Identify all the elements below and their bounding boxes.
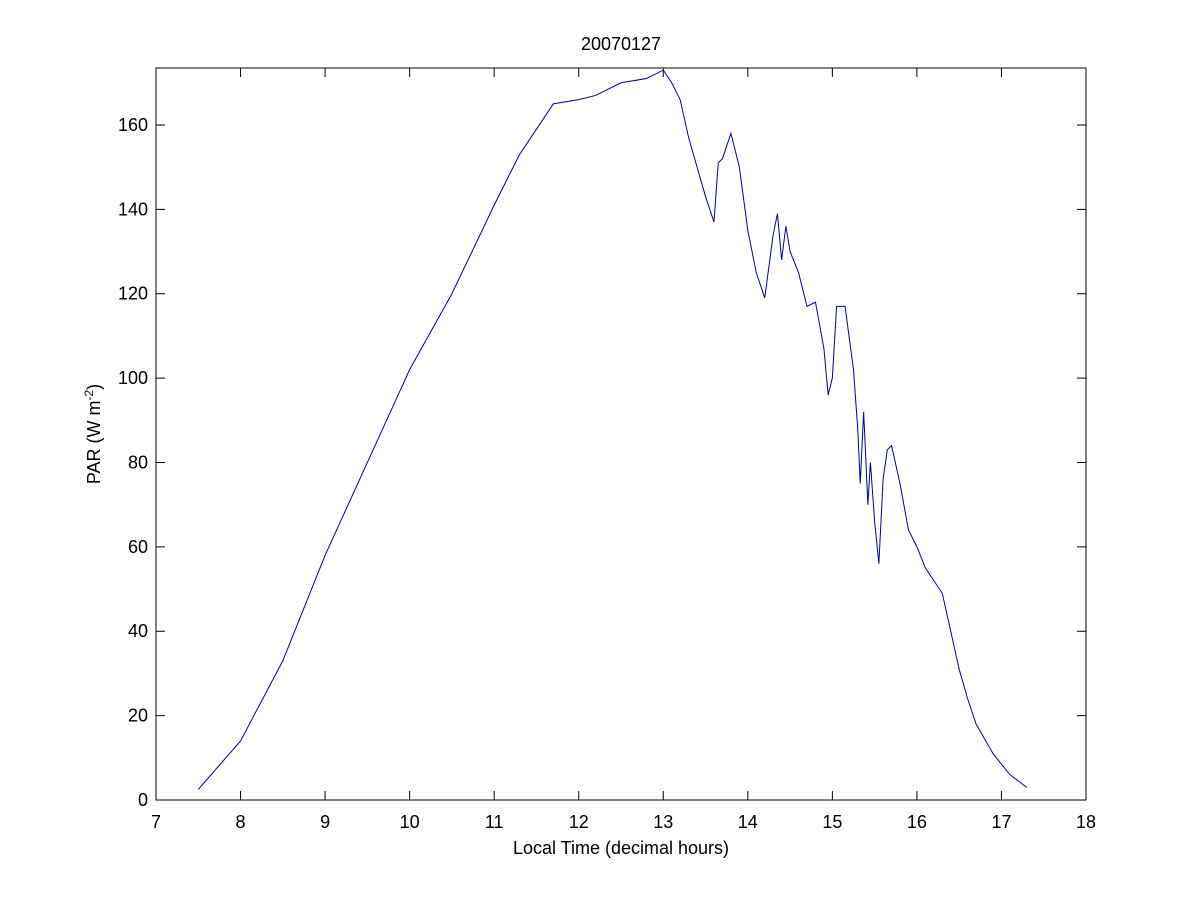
x-tick-label: 13 — [653, 812, 673, 832]
x-tick-label: 14 — [738, 812, 758, 832]
x-tick-label: 11 — [485, 812, 504, 832]
y-tick-label: 100 — [118, 368, 148, 388]
y-tick-label: 80 — [128, 452, 148, 472]
x-tick-label: 8 — [236, 812, 246, 832]
y-tick-label: 160 — [118, 115, 148, 135]
y-tick-label: 140 — [118, 199, 148, 219]
x-tick-label: 15 — [822, 812, 842, 832]
y-tick-label: 60 — [128, 537, 148, 557]
data-line — [197, 69, 1028, 790]
y-tick-label: 120 — [118, 284, 148, 304]
x-tick-label: 18 — [1076, 812, 1096, 832]
y-label-sup: -2 — [82, 390, 96, 401]
x-tick-label: 10 — [400, 812, 420, 832]
y-axis-label: PAR (W m-2) — [82, 384, 104, 484]
y-label-main: PAR (W m — [84, 401, 104, 485]
y-tick-label: 0 — [138, 790, 148, 810]
y-tick-label: 20 — [128, 706, 148, 726]
x-axis-label: Local Time (decimal hours) — [513, 838, 729, 858]
x-tick-label: 12 — [569, 812, 589, 832]
y-tick-label: 40 — [128, 621, 148, 641]
x-tick-label: 16 — [907, 812, 927, 832]
x-tick-label: 9 — [320, 812, 330, 832]
y-label-tail: ) — [84, 384, 104, 390]
x-tick-label: 17 — [991, 812, 1011, 832]
chart-title: 20070127 — [581, 34, 661, 54]
x-tick-label: 7 — [151, 812, 161, 832]
plot-frame — [155, 67, 1087, 801]
